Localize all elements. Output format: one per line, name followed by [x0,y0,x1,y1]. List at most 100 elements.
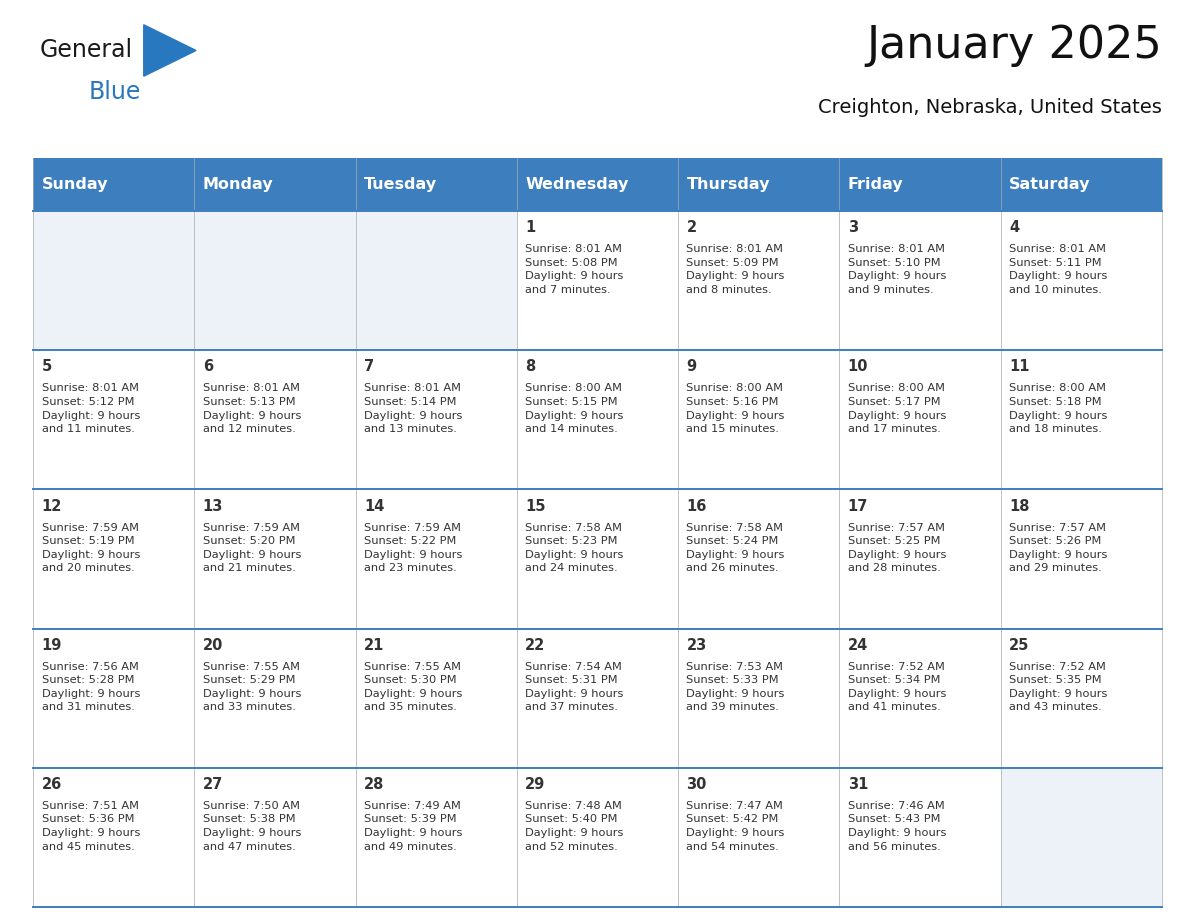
Text: Sunrise: 7:53 AM
Sunset: 5:33 PM
Daylight: 9 hours
and 39 minutes.: Sunrise: 7:53 AM Sunset: 5:33 PM Dayligh… [687,662,785,712]
Bar [33,158,195,211]
Text: Sunrise: 7:52 AM
Sunset: 5:35 PM
Daylight: 9 hours
and 43 minutes.: Sunrise: 7:52 AM Sunset: 5:35 PM Dayligh… [1009,662,1107,712]
Text: Sunrise: 7:59 AM
Sunset: 5:20 PM
Daylight: 9 hours
and 21 minutes.: Sunrise: 7:59 AM Sunset: 5:20 PM Dayligh… [203,522,302,574]
Text: 25: 25 [1009,638,1029,653]
Text: Sunrise: 7:58 AM
Sunset: 5:24 PM
Daylight: 9 hours
and 26 minutes.: Sunrise: 7:58 AM Sunset: 5:24 PM Dayligh… [687,522,785,574]
Text: Sunrise: 7:56 AM
Sunset: 5:28 PM
Daylight: 9 hours
and 31 minutes.: Sunrise: 7:56 AM Sunset: 5:28 PM Dayligh… [42,662,140,712]
Bar [678,629,840,767]
Text: 2: 2 [687,220,696,235]
Text: 24: 24 [848,638,868,653]
Text: Sunrise: 8:01 AM
Sunset: 5:13 PM
Daylight: 9 hours
and 12 minutes.: Sunrise: 8:01 AM Sunset: 5:13 PM Dayligh… [203,384,302,434]
Text: Sunrise: 7:52 AM
Sunset: 5:34 PM
Daylight: 9 hours
and 41 minutes.: Sunrise: 7:52 AM Sunset: 5:34 PM Dayligh… [848,662,946,712]
Bar [517,158,678,211]
Text: 9: 9 [687,360,696,375]
Bar [1000,351,1162,489]
Text: 16: 16 [687,498,707,514]
Bar [1000,767,1162,907]
Text: 8: 8 [525,360,536,375]
Bar [355,767,517,907]
Bar [840,158,1000,211]
Text: Wednesday: Wednesday [525,177,628,192]
Text: 10: 10 [848,360,868,375]
Bar [1000,211,1162,351]
Text: 30: 30 [687,777,707,792]
Text: Thursday: Thursday [687,177,770,192]
Bar [33,211,195,351]
Bar [355,211,517,351]
Text: 17: 17 [848,498,868,514]
Text: Sunrise: 8:00 AM
Sunset: 5:15 PM
Daylight: 9 hours
and 14 minutes.: Sunrise: 8:00 AM Sunset: 5:15 PM Dayligh… [525,384,624,434]
Text: 31: 31 [848,777,868,792]
Bar [678,351,840,489]
Text: 15: 15 [525,498,545,514]
Text: 7: 7 [364,360,374,375]
Text: Sunrise: 7:58 AM
Sunset: 5:23 PM
Daylight: 9 hours
and 24 minutes.: Sunrise: 7:58 AM Sunset: 5:23 PM Dayligh… [525,522,624,574]
Text: Sunrise: 8:01 AM
Sunset: 5:14 PM
Daylight: 9 hours
and 13 minutes.: Sunrise: 8:01 AM Sunset: 5:14 PM Dayligh… [364,384,462,434]
Bar [33,767,195,907]
Bar [355,629,517,767]
Bar [1000,629,1162,767]
Bar [1000,158,1162,211]
Bar [517,629,678,767]
Bar [678,767,840,907]
Bar [840,629,1000,767]
Text: January 2025: January 2025 [866,25,1162,67]
Text: 26: 26 [42,777,62,792]
Bar [517,489,678,629]
Text: 11: 11 [1009,360,1030,375]
Text: Sunrise: 8:01 AM
Sunset: 5:12 PM
Daylight: 9 hours
and 11 minutes.: Sunrise: 8:01 AM Sunset: 5:12 PM Dayligh… [42,384,140,434]
Bar [33,489,195,629]
Text: 3: 3 [848,220,858,235]
Text: Sunrise: 8:01 AM
Sunset: 5:09 PM
Daylight: 9 hours
and 8 minutes.: Sunrise: 8:01 AM Sunset: 5:09 PM Dayligh… [687,244,785,295]
Text: Sunrise: 7:57 AM
Sunset: 5:26 PM
Daylight: 9 hours
and 29 minutes.: Sunrise: 7:57 AM Sunset: 5:26 PM Dayligh… [1009,522,1107,574]
Text: Sunrise: 8:01 AM
Sunset: 5:08 PM
Daylight: 9 hours
and 7 minutes.: Sunrise: 8:01 AM Sunset: 5:08 PM Dayligh… [525,244,624,295]
Bar [355,351,517,489]
Text: 5: 5 [42,360,52,375]
Bar [840,351,1000,489]
Text: Sunrise: 8:01 AM
Sunset: 5:10 PM
Daylight: 9 hours
and 9 minutes.: Sunrise: 8:01 AM Sunset: 5:10 PM Dayligh… [848,244,946,295]
Text: Sunrise: 7:48 AM
Sunset: 5:40 PM
Daylight: 9 hours
and 52 minutes.: Sunrise: 7:48 AM Sunset: 5:40 PM Dayligh… [525,800,624,852]
Bar [517,211,678,351]
Text: 19: 19 [42,638,62,653]
Text: 13: 13 [203,498,223,514]
Text: 14: 14 [364,498,385,514]
Bar [195,629,355,767]
Bar [678,158,840,211]
Text: Sunrise: 7:46 AM
Sunset: 5:43 PM
Daylight: 9 hours
and 56 minutes.: Sunrise: 7:46 AM Sunset: 5:43 PM Dayligh… [848,800,946,852]
Text: Friday: Friday [848,177,903,192]
Bar [840,489,1000,629]
Text: 1: 1 [525,220,536,235]
Polygon shape [144,25,196,76]
Text: 28: 28 [364,777,385,792]
Text: 18: 18 [1009,498,1030,514]
Text: 21: 21 [364,638,385,653]
Bar [1000,489,1162,629]
Bar [195,767,355,907]
Text: Sunrise: 7:55 AM
Sunset: 5:29 PM
Daylight: 9 hours
and 33 minutes.: Sunrise: 7:55 AM Sunset: 5:29 PM Dayligh… [203,662,302,712]
Text: Monday: Monday [203,177,273,192]
Text: 23: 23 [687,638,707,653]
Text: 4: 4 [1009,220,1019,235]
Text: Sunrise: 7:50 AM
Sunset: 5:38 PM
Daylight: 9 hours
and 47 minutes.: Sunrise: 7:50 AM Sunset: 5:38 PM Dayligh… [203,800,302,852]
Text: 12: 12 [42,498,62,514]
Text: 20: 20 [203,638,223,653]
Text: General: General [39,39,132,62]
Text: Sunrise: 7:59 AM
Sunset: 5:22 PM
Daylight: 9 hours
and 23 minutes.: Sunrise: 7:59 AM Sunset: 5:22 PM Dayligh… [364,522,462,574]
Text: 6: 6 [203,360,213,375]
Text: Creighton, Nebraska, United States: Creighton, Nebraska, United States [819,98,1162,117]
Text: Sunrise: 8:00 AM
Sunset: 5:18 PM
Daylight: 9 hours
and 18 minutes.: Sunrise: 8:00 AM Sunset: 5:18 PM Dayligh… [1009,384,1107,434]
Bar [840,767,1000,907]
Bar [678,489,840,629]
Text: Saturday: Saturday [1009,177,1091,192]
Bar [195,351,355,489]
Text: Sunrise: 7:54 AM
Sunset: 5:31 PM
Daylight: 9 hours
and 37 minutes.: Sunrise: 7:54 AM Sunset: 5:31 PM Dayligh… [525,662,624,712]
Text: Sunrise: 8:00 AM
Sunset: 5:17 PM
Daylight: 9 hours
and 17 minutes.: Sunrise: 8:00 AM Sunset: 5:17 PM Dayligh… [848,384,946,434]
Bar [355,489,517,629]
Bar [517,767,678,907]
Bar [195,489,355,629]
Text: Sunrise: 8:01 AM
Sunset: 5:11 PM
Daylight: 9 hours
and 10 minutes.: Sunrise: 8:01 AM Sunset: 5:11 PM Dayligh… [1009,244,1107,295]
Text: Sunrise: 7:51 AM
Sunset: 5:36 PM
Daylight: 9 hours
and 45 minutes.: Sunrise: 7:51 AM Sunset: 5:36 PM Dayligh… [42,800,140,852]
Bar [195,211,355,351]
Text: Sunrise: 7:49 AM
Sunset: 5:39 PM
Daylight: 9 hours
and 49 minutes.: Sunrise: 7:49 AM Sunset: 5:39 PM Dayligh… [364,800,462,852]
Text: Sunday: Sunday [42,177,108,192]
Bar [195,158,355,211]
